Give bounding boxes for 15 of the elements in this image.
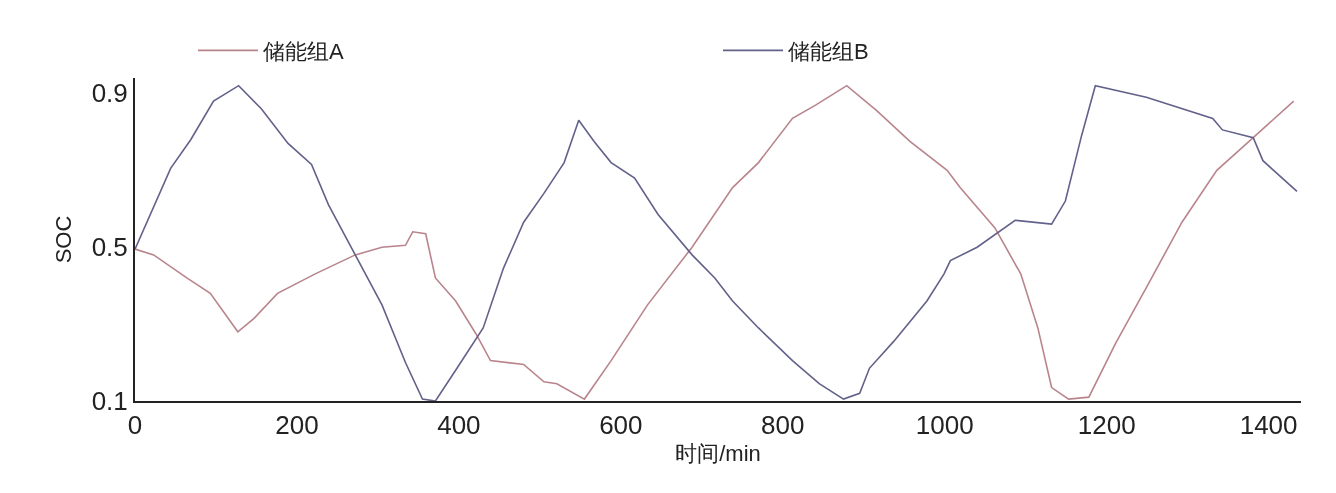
y-tick-label: 0.5	[91, 232, 128, 263]
x-tick-label: 200	[275, 410, 319, 441]
x-axis-title: 时间/min	[675, 440, 761, 466]
y-tick-label: 0.9	[91, 78, 128, 109]
x-tick-label: 1000	[915, 410, 974, 441]
y-axis-title: SOC	[50, 215, 76, 264]
x-tick-label: 0	[127, 410, 143, 441]
x-tick-label: 400	[437, 410, 481, 441]
legend-label: 储能组A	[263, 38, 344, 64]
x-tick-label: 800	[761, 410, 805, 441]
x-tick-label: 600	[599, 410, 643, 441]
legend-label: 储能组B	[788, 38, 869, 64]
x-tick-label: 1400	[1239, 410, 1298, 441]
x-tick-label: 1200	[1077, 410, 1136, 441]
y-tick-label: 0.1	[91, 386, 128, 417]
